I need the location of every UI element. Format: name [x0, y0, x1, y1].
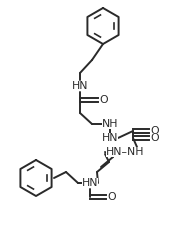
Text: HN: HN	[102, 133, 118, 143]
Text: HN: HN	[82, 178, 98, 188]
Text: HN–NH: HN–NH	[106, 147, 144, 157]
Text: NH: NH	[102, 119, 118, 129]
Text: O: O	[151, 133, 159, 143]
Text: O: O	[108, 192, 116, 202]
Text: HN: HN	[72, 81, 88, 91]
Text: O: O	[100, 95, 108, 105]
Text: O: O	[151, 126, 159, 136]
